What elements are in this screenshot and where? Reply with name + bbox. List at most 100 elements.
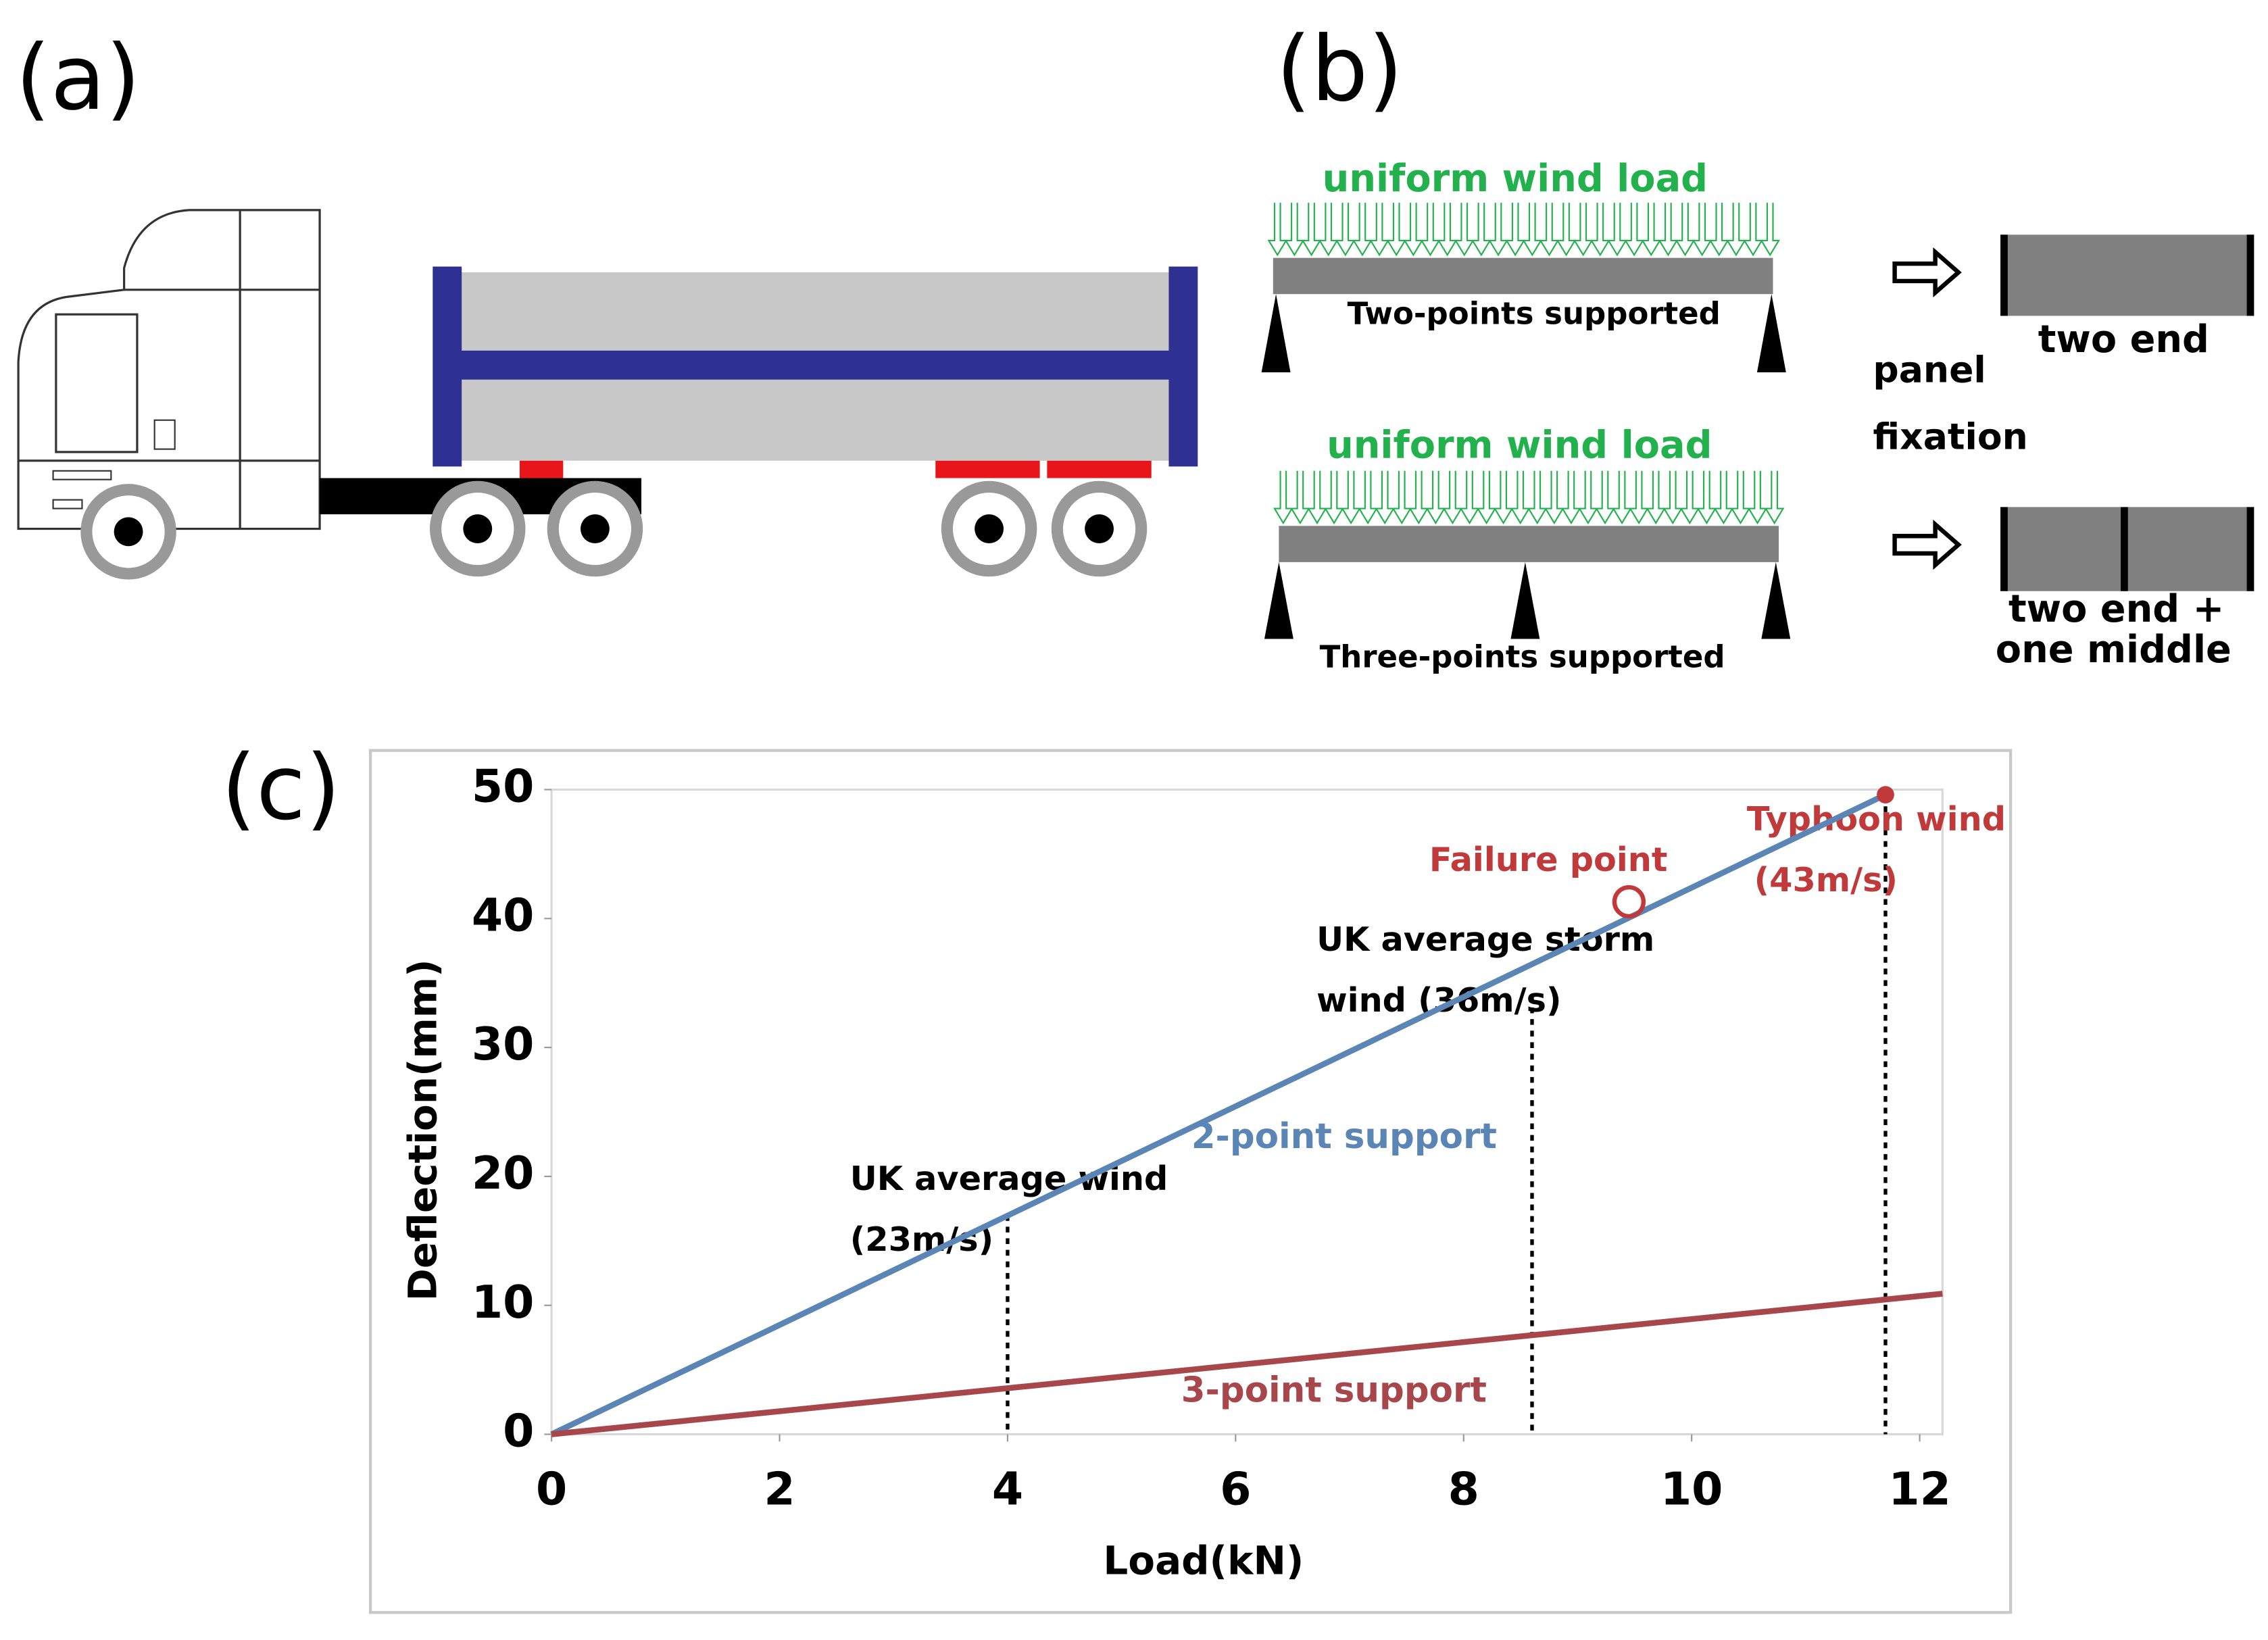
hub [463,514,493,543]
fixing [2246,234,2254,316]
support-pad [935,460,1040,478]
wind-arrow [1747,470,1768,525]
wind-arrow [1730,470,1751,525]
y-tick-label: 10 [472,1276,534,1328]
wind-arrow [1726,203,1746,257]
wind-arrow [1505,203,1525,257]
wind-arrow [1743,203,1763,257]
beam [1273,257,1773,295]
x-tick-label: 12 [1888,1462,1950,1515]
panel-a: (a) [16,26,1198,580]
support-label: Two-points supported [1348,295,1721,331]
wind-arrow [1307,470,1327,525]
wind-arrow [1386,203,1406,257]
wind-arrow [1437,203,1458,257]
wind-arrow [1290,470,1310,525]
wind-arrow [1624,203,1644,257]
fixing [2121,507,2128,591]
wind-arrow [1675,203,1696,257]
hub [975,514,1004,543]
beam [1279,526,1779,562]
wind-arrow [1358,470,1378,525]
wind-arrow [1607,203,1627,257]
wind-arrow [1539,203,1560,257]
plot-area [550,788,1944,1436]
wind-arrow [1612,470,1632,525]
wind-arrow [1454,203,1475,257]
fixation-label: fixation [1873,415,2027,457]
wind-arrow [1527,470,1548,525]
y-tick-label: 0 [503,1405,534,1458]
panel-label: two end + [2008,587,2224,631]
wind-arrow [1510,470,1531,525]
support-pad [519,460,564,478]
wind-arrow [1658,203,1679,257]
panel-label: (a) [16,26,141,130]
wind-arrow [1522,203,1543,257]
wind-arrow [1476,470,1497,525]
marker-label: Typhoon wind [1747,799,2006,839]
wind-arrow [1595,470,1615,525]
wind-arrow [1696,470,1717,525]
wind-arrow [1646,470,1666,525]
wind-arrow [1369,203,1389,257]
fixing [2246,507,2254,591]
y-tick-label: 50 [472,760,534,813]
fixation-label: panel [1873,349,1986,391]
bumper [52,470,112,480]
wind-arrow [1488,203,1508,257]
wind-arrow [1544,470,1564,525]
panel-label: (b) [1276,18,1403,122]
hub [580,514,610,543]
wind-arrow [1267,203,1288,257]
y-tick-label: 40 [472,889,534,941]
hub [114,517,143,547]
marker-label: wind (36m/s) [1316,980,1561,1020]
panel-b: (b) uniform wind load Two-points support… [1261,18,2254,675]
series-label: 3-point support [1181,1370,1487,1410]
panel-c: (c) 0 2 4 6 8 10 12 0 10 20 30 40 50 Load(kN) Deflecti… [221,737,2013,1614]
wind-arrow [1764,470,1785,525]
x-tick-label: 6 [1220,1462,1251,1515]
wind-arrow [1709,203,1729,257]
x-tick-label: 8 [1448,1462,1479,1515]
support [1264,562,1293,639]
support-pad [1047,460,1152,478]
typhoon-point [1877,786,1894,803]
wind-arrow [1471,203,1492,257]
marker-label: (23m/s) [850,1220,993,1259]
wind-arrow [1324,470,1344,525]
series-line [550,792,1887,1437]
wind-arrow [1425,470,1446,525]
load-label: uniform wind load [1327,424,1712,468]
failure-point [1612,885,1646,919]
wind-arrow [1713,470,1734,525]
arrow [1892,520,1962,570]
wind-arrow [1318,203,1339,257]
panel [2000,234,2254,316]
wind-arrow [1578,470,1598,525]
x-tick-label: 2 [764,1462,795,1515]
wind-arrow [1760,203,1780,257]
support [1756,294,1786,373]
wind-arrow [1391,470,1412,525]
fixing [2000,234,2008,316]
y-tick-label: 20 [472,1147,534,1199]
marker-label: (43m/s) [1754,860,1898,899]
support [1761,562,1791,639]
wind-arrow [1352,203,1373,257]
panel-label: one middle [1996,628,2232,672]
x-tick-label: 10 [1660,1462,1723,1515]
wind-arrow [1301,203,1322,257]
wind-arrow [1375,470,1395,525]
fixing [2000,507,2008,591]
y-axis-label: Deflection(mm) [400,959,446,1301]
wind-arrow [1641,203,1662,257]
wind-arrow [1590,203,1610,257]
bumper [52,499,83,510]
arrow [1892,247,1962,298]
series-line [551,1291,1943,1437]
trailer-frame [443,350,1189,380]
failure-label: Failure point [1429,840,1668,879]
wind-arrow [1420,203,1441,257]
